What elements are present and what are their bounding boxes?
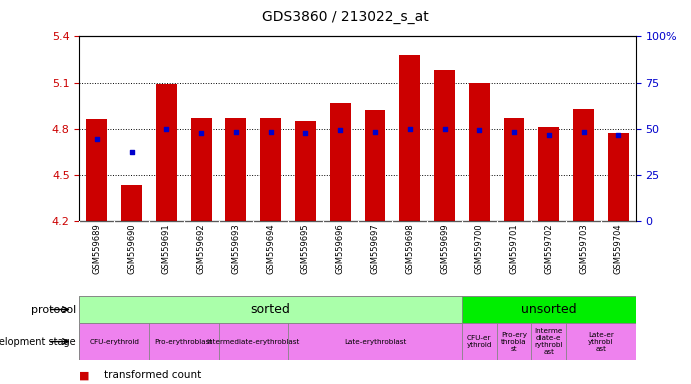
Point — [196, 130, 207, 136]
Bar — [79, 323, 149, 360]
Bar — [608, 133, 629, 221]
Point — [230, 129, 241, 135]
Bar — [121, 185, 142, 221]
Point — [91, 136, 102, 142]
Text: Intermediate-erythroblast: Intermediate-erythroblast — [207, 339, 300, 344]
Bar — [566, 323, 636, 360]
Point — [161, 126, 172, 132]
Text: GSM559692: GSM559692 — [197, 223, 206, 274]
Bar — [261, 118, 281, 221]
Bar — [538, 127, 559, 221]
Text: GSM559696: GSM559696 — [336, 223, 345, 274]
Bar — [86, 119, 107, 221]
Text: development stage: development stage — [0, 336, 76, 347]
Bar — [149, 323, 218, 360]
Text: GSM559689: GSM559689 — [93, 223, 102, 274]
Point — [370, 129, 381, 135]
Text: CFU-erythroid: CFU-erythroid — [89, 339, 139, 344]
Text: GSM559699: GSM559699 — [440, 223, 449, 274]
Point — [300, 130, 311, 136]
Point — [265, 129, 276, 135]
Text: GSM559702: GSM559702 — [545, 223, 553, 274]
Text: Late-er
ythrobl
ast: Late-er ythrobl ast — [588, 331, 614, 352]
Text: GSM559690: GSM559690 — [127, 223, 136, 274]
Text: CFU-er
ythroid: CFU-er ythroid — [466, 335, 492, 348]
Text: GDS3860 / 213022_s_at: GDS3860 / 213022_s_at — [262, 10, 429, 23]
Text: GSM559700: GSM559700 — [475, 223, 484, 274]
Text: unsorted: unsorted — [521, 303, 576, 316]
Point — [474, 127, 485, 133]
Text: GSM559698: GSM559698 — [405, 223, 414, 274]
Bar — [218, 323, 288, 360]
Bar — [468, 83, 490, 221]
Text: Pro-erythroblast: Pro-erythroblast — [155, 339, 213, 344]
Text: GSM559691: GSM559691 — [162, 223, 171, 274]
Text: GSM559701: GSM559701 — [509, 223, 518, 274]
Bar — [191, 118, 211, 221]
Bar — [295, 121, 316, 221]
Text: Late-erythroblast: Late-erythroblast — [344, 339, 406, 344]
Bar — [79, 296, 462, 323]
Text: GSM559704: GSM559704 — [614, 223, 623, 274]
Point — [613, 132, 624, 138]
Text: sorted: sorted — [251, 303, 291, 316]
Point — [509, 129, 520, 135]
Point — [439, 126, 450, 132]
Bar — [531, 323, 566, 360]
Text: GSM559703: GSM559703 — [579, 223, 588, 274]
Bar — [497, 323, 531, 360]
Bar — [365, 110, 386, 221]
Text: transformed count: transformed count — [104, 370, 201, 380]
Text: Interme
diate-e
rythrobl
ast: Interme diate-e rythrobl ast — [535, 328, 563, 355]
Text: Pro-ery
throbla
st: Pro-ery throbla st — [501, 331, 527, 352]
Bar — [462, 323, 497, 360]
Point — [126, 149, 137, 155]
Text: ■: ■ — [79, 370, 90, 380]
Text: GSM559695: GSM559695 — [301, 223, 310, 274]
Text: protocol: protocol — [31, 305, 76, 314]
Bar — [504, 118, 524, 221]
Bar — [573, 109, 594, 221]
Bar — [434, 70, 455, 221]
Point — [543, 132, 554, 138]
Text: GSM559697: GSM559697 — [370, 223, 379, 274]
Bar — [288, 323, 462, 360]
Bar — [225, 118, 246, 221]
Bar — [156, 84, 177, 221]
Point — [334, 127, 346, 133]
Point — [578, 129, 589, 135]
Text: GSM559694: GSM559694 — [266, 223, 275, 274]
Point — [404, 126, 415, 132]
Text: GSM559693: GSM559693 — [231, 223, 240, 274]
Bar — [462, 296, 636, 323]
Bar — [399, 55, 420, 221]
Bar — [330, 103, 350, 221]
